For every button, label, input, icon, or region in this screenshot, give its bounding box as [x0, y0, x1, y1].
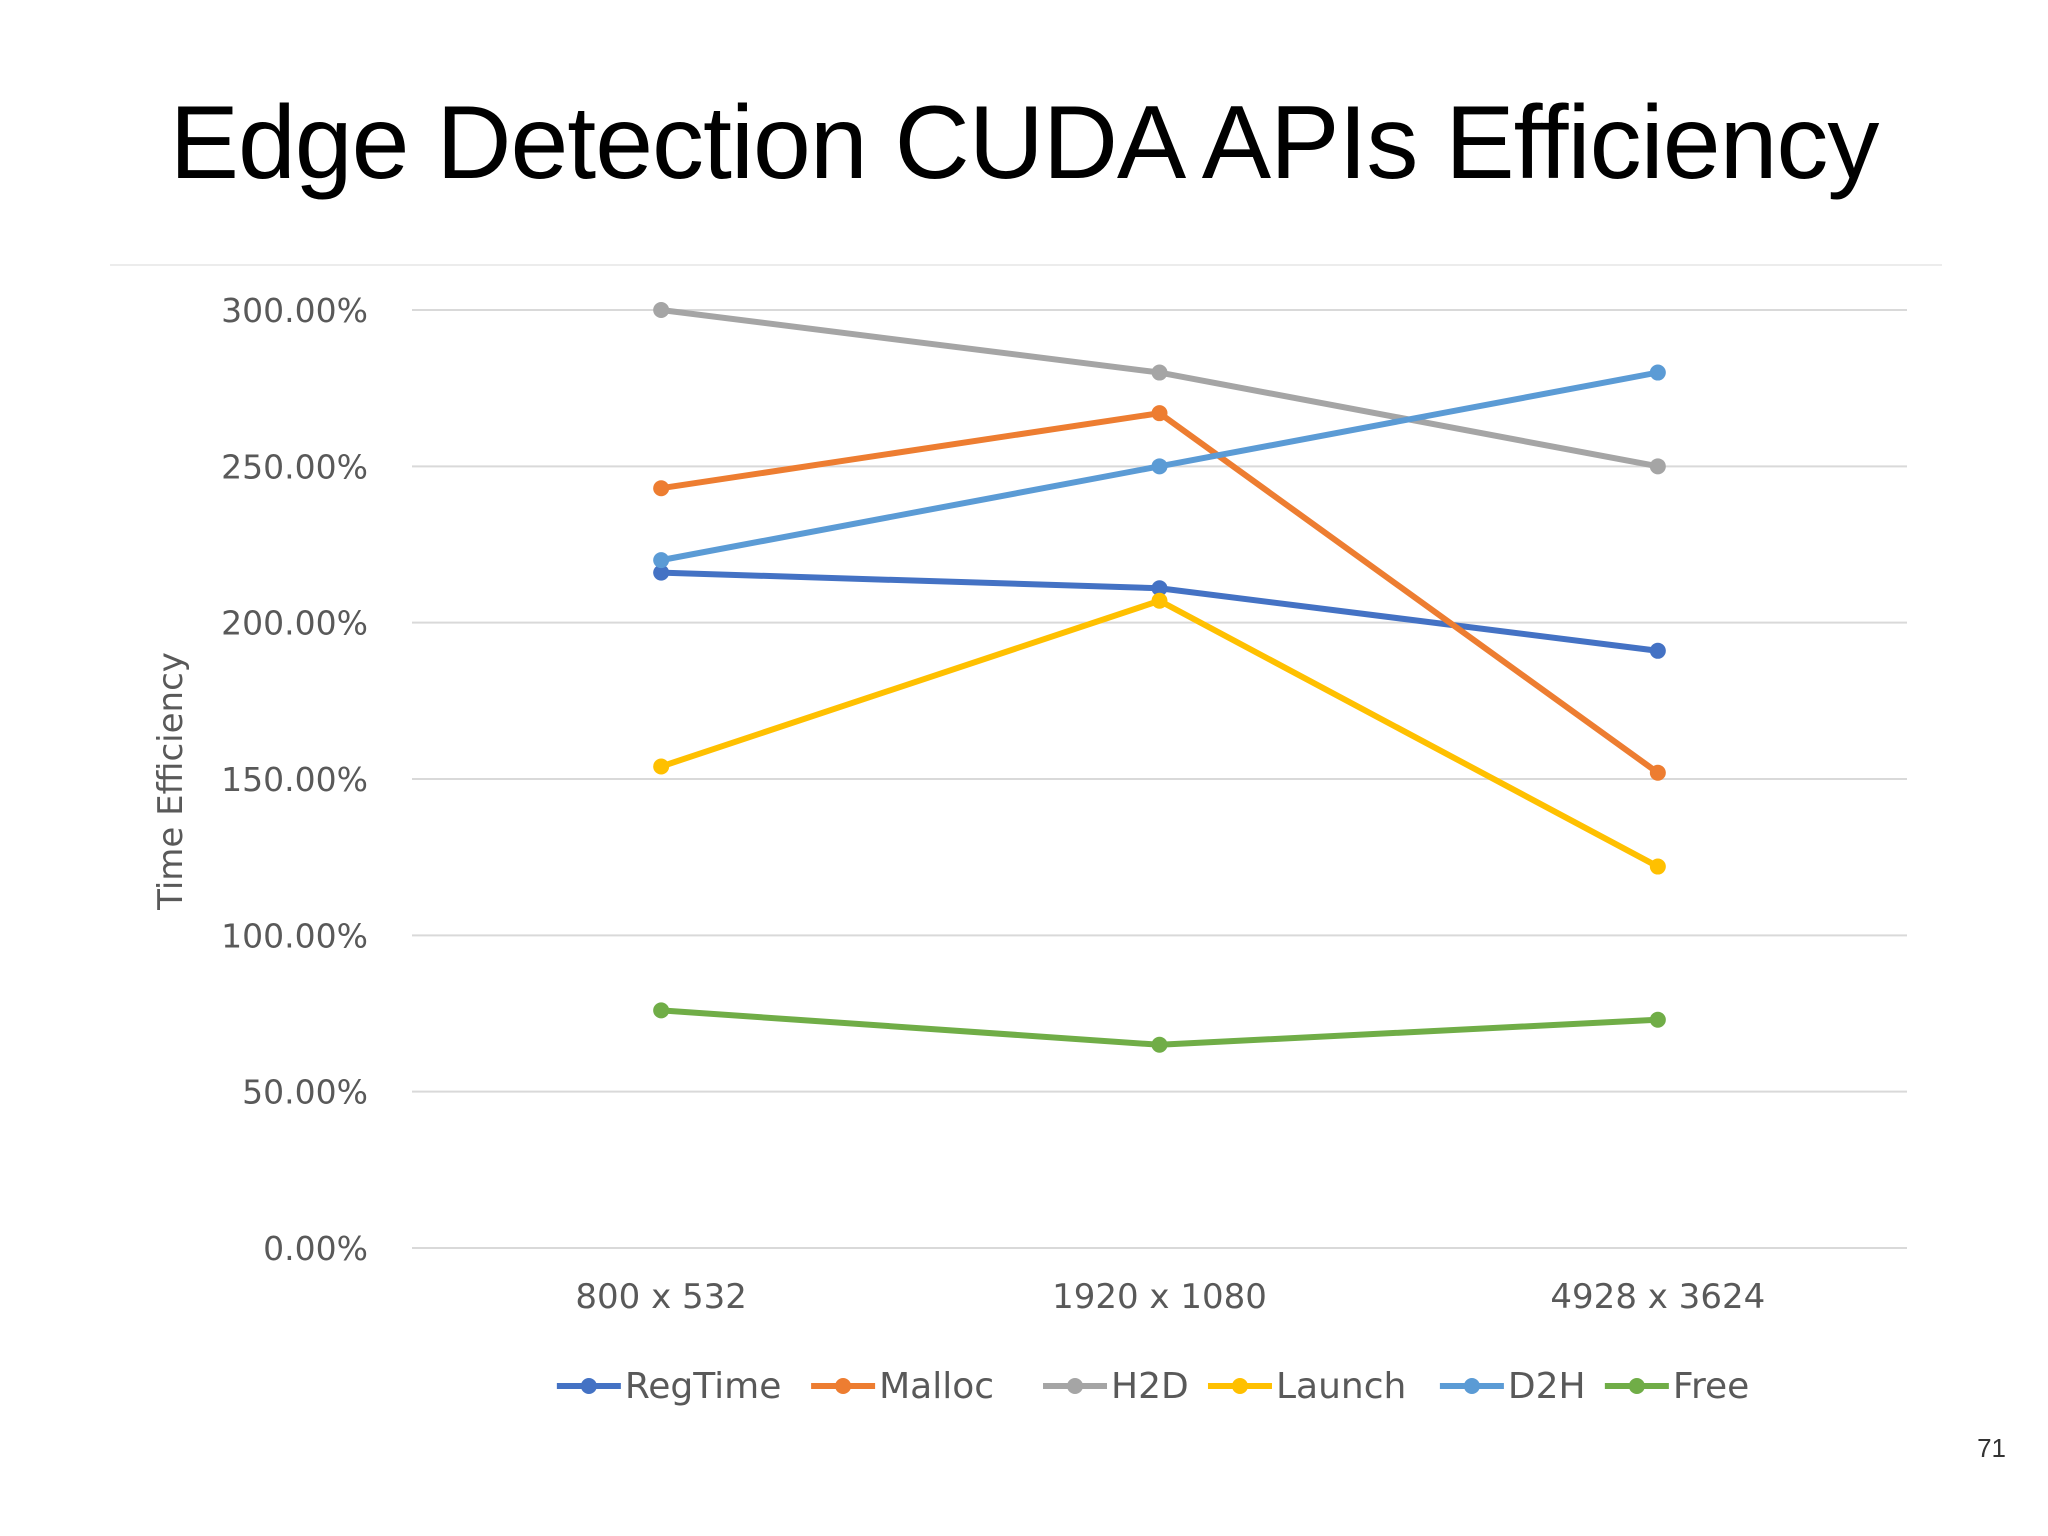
data-point	[1151, 1036, 1168, 1053]
legend-item-d2h: D2H	[1439, 1366, 1586, 1407]
legend-swatch-marker	[580, 1378, 597, 1394]
y-tick-label: 250.00%	[221, 447, 368, 486]
y-axis-tick-labels: 0.00% 50.00% 100.00% 150.00% 200.00% 250.00% 3…	[221, 291, 368, 1268]
data-point	[653, 1002, 670, 1019]
slide-title: Edge Detection CUDA APIs Efficiency	[169, 85, 1880, 201]
legend-swatch-marker	[835, 1378, 852, 1394]
data-point	[1151, 592, 1168, 609]
series-lines	[653, 302, 1666, 1053]
legend-item-malloc: Malloc	[811, 1366, 994, 1407]
y-axis-title: Time Efficiency	[151, 652, 191, 911]
data-point	[653, 552, 670, 569]
legend: RegTime Malloc H2D Launch D2H Free	[556, 1366, 1749, 1407]
data-point	[1649, 858, 1666, 875]
data-point	[1649, 458, 1666, 475]
data-point	[1151, 580, 1168, 597]
gridlines	[412, 309, 1907, 1249]
series-line	[660, 307, 1659, 470]
series-h2d	[653, 302, 1666, 475]
data-point	[1649, 642, 1666, 659]
data-point	[653, 758, 670, 775]
legend-swatch-marker	[1463, 1378, 1480, 1394]
y-tick-label: 200.00%	[221, 604, 368, 643]
legend-item-regtime: RegTime	[556, 1366, 782, 1407]
data-point	[653, 480, 670, 497]
y-tick-label: 100.00%	[221, 916, 368, 955]
legend-item-launch: Launch	[1207, 1366, 1406, 1407]
y-tick-label: 50.00%	[242, 1073, 368, 1112]
x-axis-tick-labels: 800 x 532 1920 x 1080 4928 x 3624	[575, 1277, 1765, 1317]
y-tick-label: 300.00%	[221, 291, 368, 330]
data-point	[1649, 1011, 1666, 1028]
data-point	[1649, 764, 1666, 781]
legend-label: D2H	[1508, 1366, 1586, 1407]
series-d2h	[653, 364, 1666, 569]
series-launch	[653, 592, 1666, 875]
y-tick-label: 0.00%	[263, 1229, 368, 1268]
legend-label: H2D	[1111, 1366, 1189, 1407]
y-tick-label: 150.00%	[221, 760, 368, 799]
legend-item-h2d: H2D	[1043, 1366, 1189, 1407]
series-free	[653, 1002, 1666, 1053]
data-point	[653, 302, 670, 318]
legend-swatch-marker	[1067, 1378, 1084, 1394]
line-chart: 0.00% 50.00% 100.00% 150.00% 200.00% 250.00% 3…	[151, 291, 1907, 1407]
series-malloc	[653, 405, 1666, 781]
legend-label: Free	[1673, 1366, 1749, 1407]
legend-label: Launch	[1276, 1366, 1406, 1407]
legend-label: Malloc	[879, 1366, 994, 1407]
x-tick-label: 1920 x 1080	[1052, 1277, 1267, 1317]
chart-area: 0.00% 50.00% 100.00% 150.00% 200.00% 250.00% 3…	[110, 264, 1942, 1471]
series-regtime	[653, 564, 1666, 659]
page-number: 71	[1977, 1433, 2006, 1463]
series-line	[660, 597, 1660, 870]
data-point	[1151, 405, 1168, 422]
legend-item-free: Free	[1604, 1366, 1749, 1407]
data-point	[1151, 458, 1168, 475]
x-tick-label: 800 x 532	[575, 1277, 747, 1317]
legend-label: RegTime	[625, 1366, 782, 1407]
legend-swatch-marker	[1628, 1378, 1645, 1394]
legend-swatch-marker	[1231, 1378, 1248, 1394]
data-point	[1649, 364, 1666, 381]
x-tick-label: 4928 x 3624	[1550, 1277, 1765, 1317]
data-point	[653, 564, 670, 581]
data-point	[1151, 364, 1168, 381]
